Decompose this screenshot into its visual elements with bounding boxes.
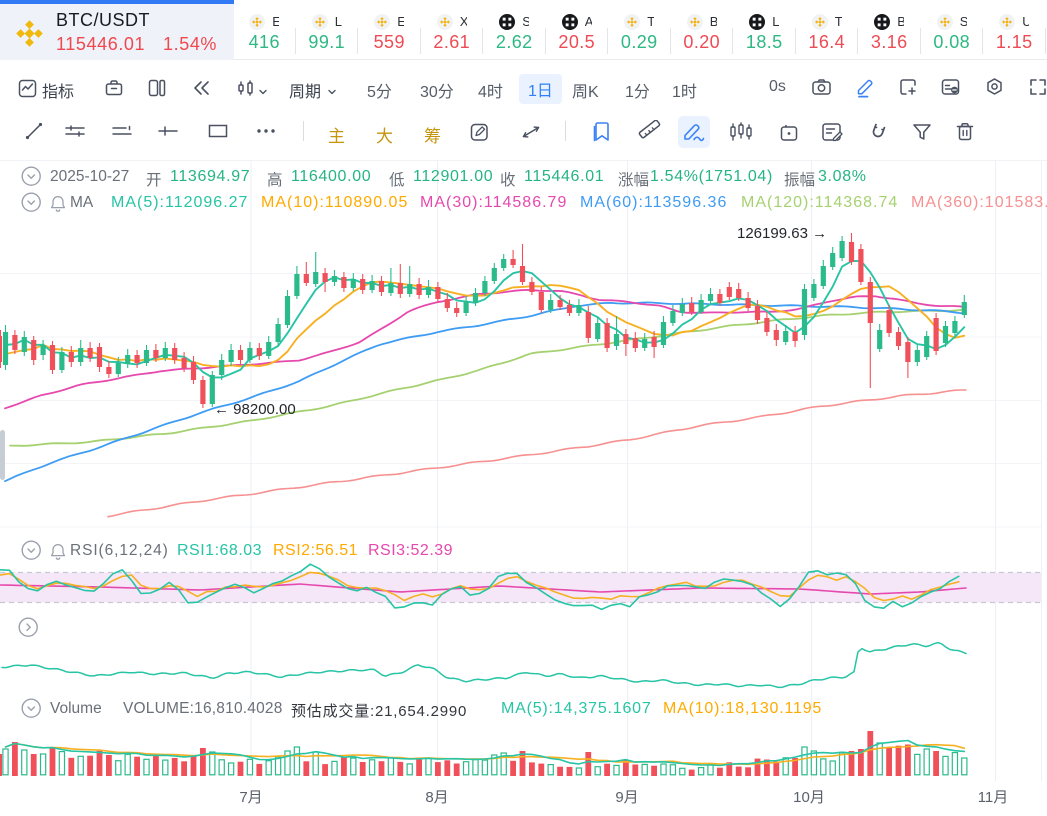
svg-text:8月: 8月 (425, 789, 448, 806)
svg-text:11月: 11月 (978, 789, 1009, 806)
svg-text:9月: 9月 (615, 789, 638, 806)
svg-text:7月: 7月 (239, 789, 262, 806)
svg-text:← 98200.00: ← 98200.00 (214, 401, 296, 418)
svg-text:10月: 10月 (793, 789, 825, 806)
svg-text:126199.63 →: 126199.63 → (737, 225, 827, 242)
